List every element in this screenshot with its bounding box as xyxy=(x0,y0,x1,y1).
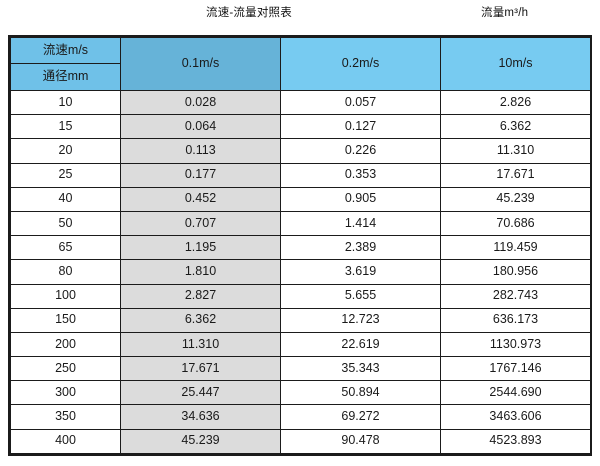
cell-diameter: 25 xyxy=(10,162,121,188)
header-velocity-col-2: 0.2m/s xyxy=(280,37,441,91)
cell-flow-v3: 2544.690 xyxy=(440,380,591,406)
cell-flow-v3: 282.743 xyxy=(440,283,591,309)
cell-flow-v2: 35.343 xyxy=(280,356,441,382)
table-row: 250 17.671 35.343 1767.146 xyxy=(10,356,591,382)
table-header-row-top: 流速m/s 0.1m/s 0.2m/s 10m/s xyxy=(10,37,591,91)
cell-flow-v3: 4523.893 xyxy=(440,428,591,455)
cell-diameter: 100 xyxy=(10,283,121,309)
table-row: 40 0.452 0.905 45.239 xyxy=(10,186,591,212)
cell-flow-v3: 1130.973 xyxy=(440,331,591,358)
cell-diameter: 40 xyxy=(10,186,121,212)
cell-flow-v2: 69.272 xyxy=(280,404,441,430)
cell-flow-v2: 90.478 xyxy=(280,428,441,455)
cell-flow-v2: 0.127 xyxy=(280,114,441,140)
cell-flow-v3: 119.459 xyxy=(440,235,591,261)
cell-diameter: 50 xyxy=(10,210,121,237)
cell-flow-v2: 1.414 xyxy=(280,210,441,237)
cell-flow-v3: 17.671 xyxy=(440,162,591,188)
cell-flow-v3: 45.239 xyxy=(440,186,591,212)
table-row: 65 1.195 2.389 119.459 xyxy=(10,235,591,261)
cell-flow-v2: 2.389 xyxy=(280,235,441,261)
cell-flow-v2: 0.905 xyxy=(280,186,441,212)
header-velocity-col-1: 0.1m/s xyxy=(120,37,281,91)
cell-flow-v1: 0.177 xyxy=(120,162,281,188)
cell-flow-v2: 3.619 xyxy=(280,259,441,285)
table-row: 10 0.028 0.057 2.826 xyxy=(10,89,591,116)
cell-flow-v2: 12.723 xyxy=(280,307,441,333)
flow-rate-table-container: 流速m/s 0.1m/s 0.2m/s 10m/s 通径mm 10 0.028 … xyxy=(8,35,592,456)
cell-diameter: 200 xyxy=(10,331,121,358)
chart-main-title: 流速-流量对照表 xyxy=(206,7,292,19)
table-row: 15 0.064 0.127 6.362 xyxy=(10,114,591,140)
cell-flow-v3: 3463.606 xyxy=(440,404,591,430)
table-header-row-bottom: 通径mm xyxy=(10,63,591,91)
cell-diameter: 350 xyxy=(10,404,121,430)
table-body: 10 0.028 0.057 2.826 15 0.064 0.127 6.36… xyxy=(10,89,591,455)
caption-strip: 流速-流量对照表 流量m³/h xyxy=(0,0,600,35)
table-header: 流速m/s 0.1m/s 0.2m/s 10m/s 通径mm xyxy=(10,37,591,91)
header-velocity-col-3: 10m/s xyxy=(440,37,591,91)
flow-rate-table: 流速m/s 0.1m/s 0.2m/s 10m/s 通径mm 10 0.028 … xyxy=(10,37,591,455)
cell-flow-v1: 17.671 xyxy=(120,356,281,382)
cell-flow-v1: 6.362 xyxy=(120,307,281,333)
cell-diameter: 15 xyxy=(10,114,121,140)
cell-flow-v1: 0.028 xyxy=(120,89,281,116)
cell-diameter: 10 xyxy=(10,89,121,116)
cell-flow-v2: 0.226 xyxy=(280,138,441,164)
cell-flow-v2: 0.057 xyxy=(280,89,441,116)
cell-diameter: 300 xyxy=(10,380,121,406)
table-row: 150 6.362 12.723 636.173 xyxy=(10,307,591,333)
cell-flow-v1: 25.447 xyxy=(120,380,281,406)
cell-flow-v2: 50.894 xyxy=(280,380,441,406)
cell-flow-v1: 1.195 xyxy=(120,235,281,261)
cell-flow-v3: 11.310 xyxy=(440,138,591,164)
cell-flow-v1: 0.452 xyxy=(120,186,281,212)
cell-flow-v1: 0.113 xyxy=(120,138,281,164)
cell-flow-v1: 34.636 xyxy=(120,404,281,430)
table-row: 50 0.707 1.414 70.686 xyxy=(10,210,591,237)
cell-diameter: 400 xyxy=(10,428,121,455)
cell-diameter: 150 xyxy=(10,307,121,333)
cell-flow-v3: 180.956 xyxy=(440,259,591,285)
cell-flow-v3: 1767.146 xyxy=(440,356,591,382)
cell-flow-v3: 70.686 xyxy=(440,210,591,237)
cell-flow-v1: 11.310 xyxy=(120,331,281,358)
cell-flow-v1: 0.707 xyxy=(120,210,281,237)
table-row: 350 34.636 69.272 3463.606 xyxy=(10,404,591,430)
cell-flow-v3: 6.362 xyxy=(440,114,591,140)
cell-diameter: 65 xyxy=(10,235,121,261)
cell-flow-v3: 2.826 xyxy=(440,89,591,116)
cell-diameter: 80 xyxy=(10,259,121,285)
table-row: 20 0.113 0.226 11.310 xyxy=(10,138,591,164)
header-diameter-label: 通径mm xyxy=(10,63,121,91)
cell-flow-v1: 45.239 xyxy=(120,428,281,455)
cell-flow-v3: 636.173 xyxy=(440,307,591,333)
cell-flow-v1: 1.810 xyxy=(120,259,281,285)
cell-flow-v2: 22.619 xyxy=(280,331,441,358)
table-row: 200 11.310 22.619 1130.973 xyxy=(10,331,591,358)
table-row: 300 25.447 50.894 2544.690 xyxy=(10,380,591,406)
header-velocity-label: 流速m/s xyxy=(10,37,121,64)
cell-flow-v1: 2.827 xyxy=(120,283,281,309)
cell-diameter: 20 xyxy=(10,138,121,164)
flow-unit-label: 流量m³/h xyxy=(481,7,529,19)
table-row: 400 45.239 90.478 4523.893 xyxy=(10,428,591,455)
cell-flow-v2: 0.353 xyxy=(280,162,441,188)
table-row: 80 1.810 3.619 180.956 xyxy=(10,259,591,285)
table-row: 25 0.177 0.353 17.671 xyxy=(10,162,591,188)
cell-flow-v1: 0.064 xyxy=(120,114,281,140)
cell-diameter: 250 xyxy=(10,356,121,382)
table-row: 100 2.827 5.655 282.743 xyxy=(10,283,591,309)
cell-flow-v2: 5.655 xyxy=(280,283,441,309)
